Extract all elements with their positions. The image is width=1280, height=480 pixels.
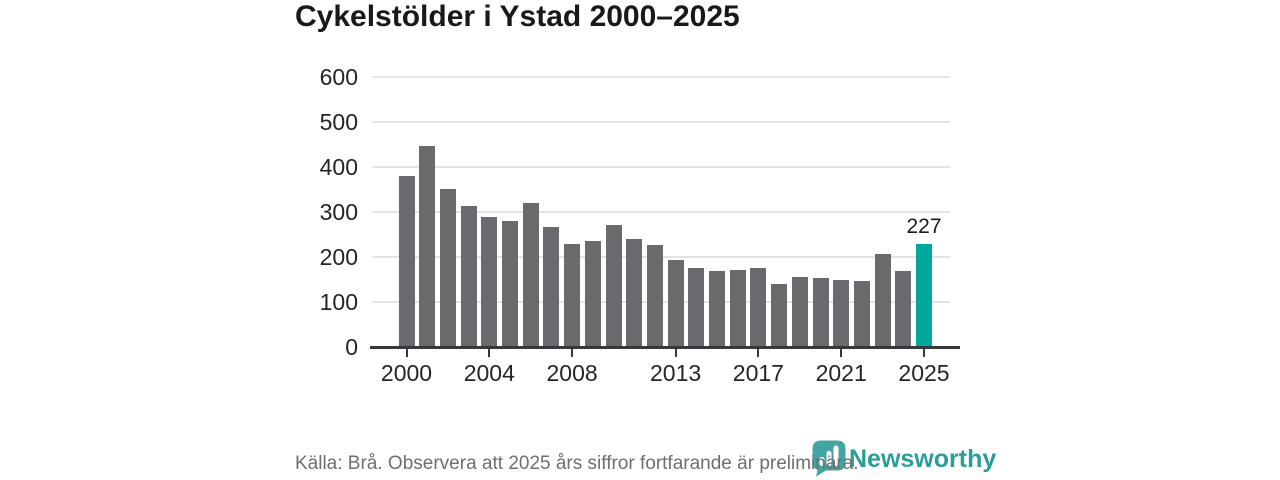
bar-2006: [522, 202, 539, 346]
bar-2007: [543, 226, 560, 346]
x-axis-tick-label-2017: 2017: [732, 360, 784, 386]
bar-2021: [833, 280, 850, 346]
bar-2011: [626, 239, 643, 346]
bar-2017: [750, 267, 767, 346]
bar-2008: [564, 243, 581, 346]
bar-2023: [874, 254, 891, 346]
bar-2000: [398, 175, 415, 346]
x-axis-tick-2008: [571, 349, 574, 357]
newsworthy-logo-text: Newsworthy: [849, 445, 997, 473]
bar-2005: [502, 221, 518, 346]
x-axis-tick-label-2004: 2004: [463, 360, 515, 386]
bar-2020: [812, 277, 829, 346]
x-axis-tick-2000: [405, 349, 408, 357]
bar-2001: [419, 146, 436, 346]
x-axis-line: [370, 346, 960, 349]
highlight-value-label: 227: [906, 214, 942, 238]
x-axis-tick-2013: [674, 349, 677, 357]
gridline-y-600: [372, 76, 950, 78]
x-axis-tick-label-2025: 2025: [898, 360, 950, 386]
x-axis-tick-2021: [840, 349, 843, 357]
bar-2016: [729, 269, 746, 346]
y-axis-tick-label: 600: [319, 64, 358, 90]
bar-2004: [481, 216, 498, 346]
bar-2014: [688, 267, 705, 346]
x-axis-tick-2025: [923, 349, 925, 357]
bar-2019: [791, 276, 808, 346]
source-note: Källa: Brå. Observera att 2025 års siffr…: [295, 453, 859, 474]
x-axis-tick-2004: [488, 349, 491, 357]
chart-title: Cykelstölder i Ystad 2000–2025: [295, 0, 740, 33]
gridline-y-400: [372, 166, 950, 168]
newsworthy-logo: Newsworthy: [812, 440, 996, 477]
bar-2009: [584, 241, 601, 346]
bar-2010: [605, 225, 622, 346]
y-axis-tick-label: 0: [345, 334, 358, 360]
x-axis-tick-label-2013: 2013: [650, 360, 702, 386]
gridline-y-500: [372, 121, 950, 123]
bar-2022: [853, 281, 870, 346]
y-axis-tick-label: 300: [319, 199, 358, 225]
bar-2015: [709, 271, 725, 346]
newsworthy-logo-icon: [812, 440, 846, 477]
y-axis-tick-label: 200: [319, 244, 358, 270]
bar-2003: [460, 205, 477, 346]
x-axis-tick-label-2000: 2000: [380, 360, 433, 386]
x-axis-tick-label-2008: 2008: [546, 360, 598, 386]
bar-2024: [895, 271, 912, 346]
x-axis-tick-2017: [757, 349, 760, 357]
y-axis-tick-label: 400: [319, 154, 358, 180]
bar-2013: [667, 259, 684, 346]
bar-2018: [771, 284, 788, 346]
bar-2025: [916, 243, 932, 346]
y-axis-tick-label: 500: [319, 109, 358, 135]
gridline-y-300: [372, 211, 950, 213]
bar-2002: [439, 189, 456, 346]
x-axis-tick-label-2021: 2021: [815, 360, 867, 386]
bar-2012: [646, 245, 663, 346]
y-axis-tick-label: 100: [319, 289, 358, 315]
bar-chart-plot-area: 227 0 100 200 300 400 500 600 2000 2004 2008 2013 2…: [320, 65, 960, 386]
